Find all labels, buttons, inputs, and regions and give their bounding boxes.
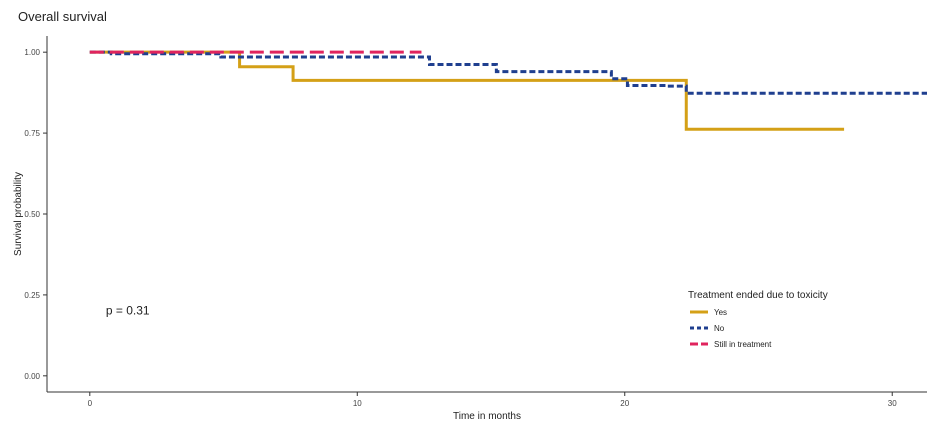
- y-tick-label: 0.50: [24, 210, 40, 219]
- y-tick-label: 0.75: [24, 129, 40, 138]
- y-tick-label: 0.00: [24, 372, 40, 381]
- survival-curve-no: [89, 50, 927, 95]
- y-axis-label: Survival probability: [13, 172, 24, 256]
- legend-label: No: [714, 324, 725, 333]
- survival-curves: [89, 50, 927, 131]
- x-tick-label: 20: [620, 399, 629, 408]
- p-value-annotation: p = 0.31: [106, 303, 150, 317]
- x-tick-label: 30: [888, 399, 897, 408]
- y-tick-label: 1.00: [24, 48, 40, 57]
- x-tick-label: 10: [353, 399, 362, 408]
- x-tick-label: 0: [88, 399, 93, 408]
- legend: Treatment ended due to toxicity Yes No Stil…: [688, 290, 828, 349]
- chart-title: Overall survival: [18, 9, 107, 24]
- legend-label: Yes: [714, 308, 727, 317]
- x-axis-label: Time in months: [453, 411, 521, 422]
- legend-title: Treatment ended due to toxicity: [688, 290, 828, 301]
- axes: 0 10 20 30 0.00 0.25 0.50 0.75 1.00: [24, 36, 927, 408]
- y-tick-label: 0.25: [24, 291, 40, 300]
- legend-label: Still in treatment: [714, 340, 772, 349]
- survival-curve-yes: [89, 50, 845, 131]
